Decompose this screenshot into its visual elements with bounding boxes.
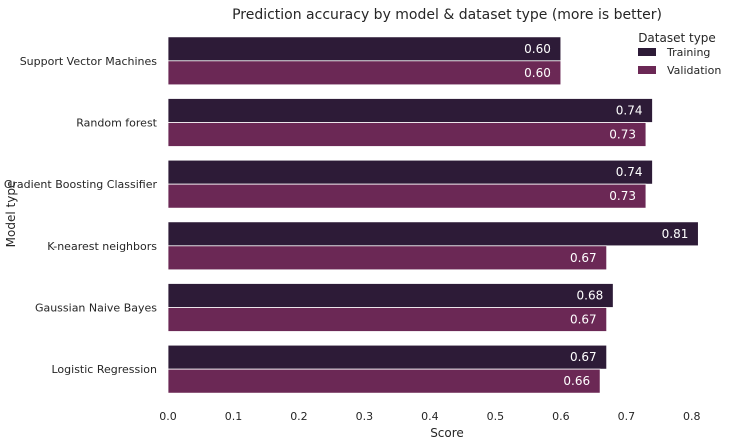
y-tick-label-gaussian-naive-bayes: Gaussian Naive Bayes — [35, 302, 157, 315]
y-tick-labels: Support Vector Machines Random forest Grad… — [4, 55, 158, 376]
legend-swatch-validation — [638, 66, 656, 74]
x-tick-label-7: 0.7 — [618, 410, 636, 423]
data-label-gradient-boosting-classifier-training: 0.74 — [616, 165, 643, 179]
x-tick-label-8: 0.8 — [683, 410, 701, 423]
legend-swatch-training — [638, 48, 656, 56]
bar-gradient-boosting-classifier-validation — [167, 183, 647, 209]
data-label-gradient-boosting-classifier-validation: 0.73 — [609, 189, 636, 203]
x-tick-label-1: 0.1 — [225, 410, 243, 423]
legend: Dataset type Training Validation — [638, 31, 721, 77]
data-label-gaussian-naive-bayes-training: 0.68 — [577, 289, 604, 303]
bar-logistic-regression-validation — [167, 368, 601, 394]
bars-layer: 0.60 0.60 0.74 0.73 0.74 0.73 0.81 0.67 0.68 0.67… — [167, 36, 699, 394]
x-tick-label-6: 0.6 — [552, 410, 570, 423]
data-label-k-nearest-neighbors-training: 0.81 — [662, 227, 689, 241]
data-label-logistic-regression-training: 0.67 — [570, 350, 597, 364]
data-label-support-vector-machines-validation: 0.60 — [524, 66, 551, 80]
bar-random-forest-validation — [167, 122, 647, 147]
bar-support-vector-machines-validation — [167, 60, 562, 86]
data-label-random-forest-validation: 0.73 — [609, 128, 636, 142]
chart-title: Prediction accuracy by model & dataset t… — [232, 7, 662, 23]
legend-title: Dataset type — [638, 31, 716, 45]
x-tick-label-4: 0.4 — [421, 410, 439, 423]
data-label-gaussian-naive-bayes-validation: 0.67 — [570, 313, 597, 327]
legend-label-training: Training — [666, 46, 710, 59]
y-tick-label-logistic-regression: Logistic Regression — [51, 363, 157, 376]
y-tick-label-gradient-boosting-classifier: Gradient Boosting Classifier — [4, 178, 158, 191]
y-tick-label-k-nearest-neighbors: K-nearest neighbors — [47, 240, 157, 253]
legend-label-validation: Validation — [667, 64, 721, 77]
x-tick-label-5: 0.5 — [487, 410, 505, 423]
bar-random-forest-training — [167, 98, 653, 123]
x-axis-label: Score — [430, 426, 464, 440]
bar-gradient-boosting-classifier-training — [167, 159, 653, 185]
data-label-logistic-regression-validation: 0.66 — [563, 374, 590, 388]
x-tick-labels: 0.0 0.1 0.2 0.3 0.4 0.5 0.6 0.7 0.8 — [159, 410, 700, 423]
y-tick-label-random-forest: Random forest — [76, 117, 157, 130]
bar-k-nearest-neighbors-validation — [167, 245, 608, 271]
y-tick-label-support-vector-machines: Support Vector Machines — [20, 55, 158, 68]
bar-gaussian-naive-bayes-training — [167, 283, 614, 308]
x-tick-label-3: 0.3 — [356, 410, 374, 423]
x-tick-label-2: 0.2 — [290, 410, 308, 423]
bar-gaussian-naive-bayes-validation — [167, 307, 608, 332]
bar-k-nearest-neighbors-training — [167, 221, 699, 247]
bar-support-vector-machines-training — [167, 36, 562, 62]
x-tick-label-0: 0.0 — [159, 410, 177, 423]
y-axis-label: Model type — [4, 181, 18, 248]
bar-logistic-regression-training — [167, 344, 608, 370]
data-label-k-nearest-neighbors-validation: 0.67 — [570, 251, 597, 265]
data-label-random-forest-training: 0.74 — [616, 104, 643, 118]
data-label-support-vector-machines-training: 0.60 — [524, 42, 551, 56]
